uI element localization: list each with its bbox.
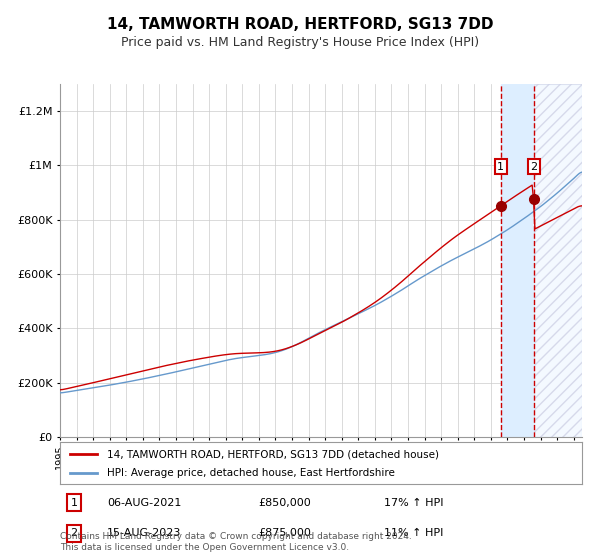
Text: 06-AUG-2021: 06-AUG-2021	[107, 498, 181, 507]
Text: £875,000: £875,000	[259, 529, 311, 538]
Bar	[534, 84, 582, 437]
Text: 14, TAMWORTH ROAD, HERTFORD, SG13 7DD (detached house): 14, TAMWORTH ROAD, HERTFORD, SG13 7DD (d…	[107, 449, 439, 459]
Bar	[534, 84, 582, 437]
Text: Contains HM Land Registry data © Crown copyright and database right 2024.
This d: Contains HM Land Registry data © Crown c…	[60, 532, 412, 552]
Text: 14, TAMWORTH ROAD, HERTFORD, SG13 7DD: 14, TAMWORTH ROAD, HERTFORD, SG13 7DD	[107, 17, 493, 32]
Text: 15-AUG-2023: 15-AUG-2023	[107, 529, 181, 538]
Bar	[534, 84, 582, 437]
Text: 2: 2	[530, 161, 538, 171]
Text: HPI: Average price, detached house, East Hertfordshire: HPI: Average price, detached house, East…	[107, 468, 395, 478]
Text: 1: 1	[497, 161, 504, 171]
Bar	[501, 84, 534, 437]
Text: 11% ↑ HPI: 11% ↑ HPI	[383, 529, 443, 538]
Text: £850,000: £850,000	[259, 498, 311, 507]
Text: Price paid vs. HM Land Registry's House Price Index (HPI): Price paid vs. HM Land Registry's House …	[121, 36, 479, 49]
Text: 17% ↑ HPI: 17% ↑ HPI	[383, 498, 443, 507]
Text: 1: 1	[70, 498, 77, 507]
Text: 2: 2	[70, 529, 77, 538]
